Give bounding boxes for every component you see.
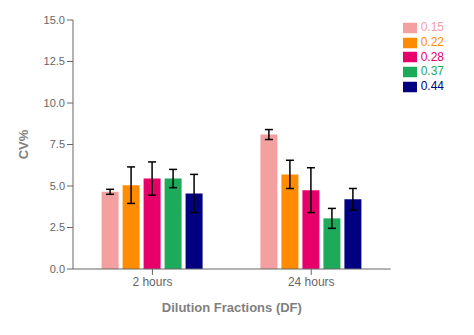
svg-text:12.5: 12.5 xyxy=(44,55,65,67)
svg-text:2.5: 2.5 xyxy=(50,221,65,233)
svg-text:7.5: 7.5 xyxy=(50,138,65,150)
svg-text:5.0: 5.0 xyxy=(50,180,65,192)
html-text:0.15: 0.15 xyxy=(420,20,444,34)
svg-text:2 hours: 2 hours xyxy=(132,275,172,289)
svg-text:Dilution Fractions (DF): Dilution Fractions (DF) xyxy=(162,300,302,315)
svg-text:CV%: CV% xyxy=(16,129,31,159)
html-text:0.44: 0.44 xyxy=(420,79,444,94)
svg-text:10.0: 10.0 xyxy=(44,97,65,109)
html-text:0.22: 0.22 xyxy=(420,34,444,49)
svg-text:0.0: 0.0 xyxy=(50,263,65,275)
svg-text:15.0: 15.0 xyxy=(44,14,65,26)
html-text:0.37: 0.37 xyxy=(420,64,444,79)
svg-text:24 hours: 24 hours xyxy=(288,275,335,289)
html-text:0.28: 0.28 xyxy=(420,49,444,64)
